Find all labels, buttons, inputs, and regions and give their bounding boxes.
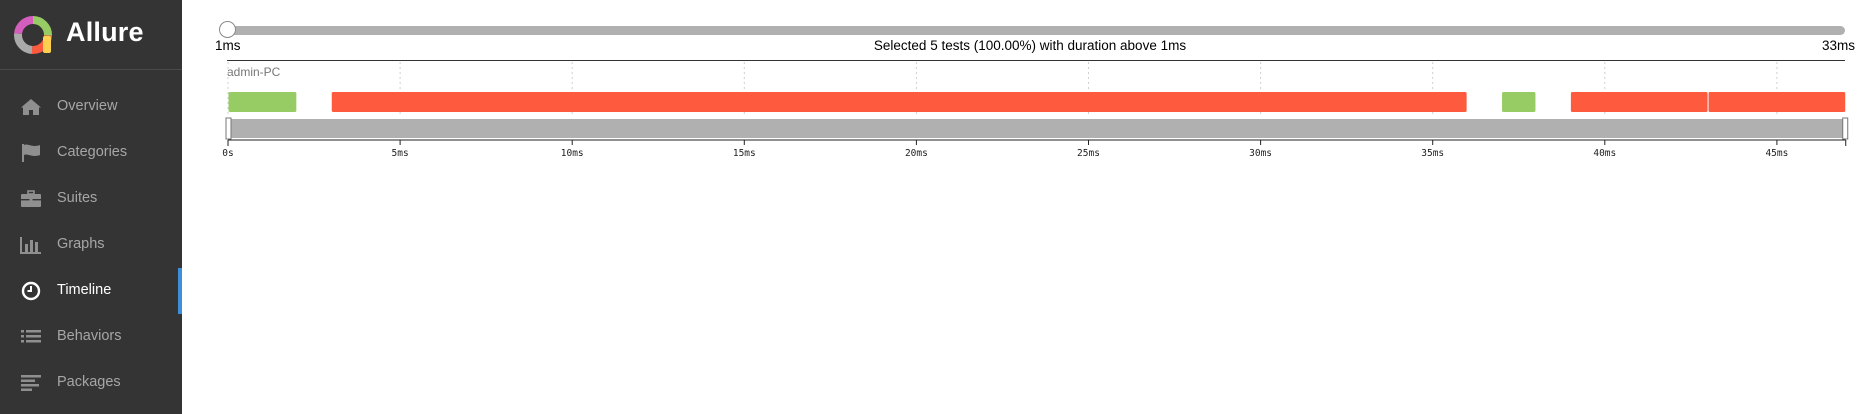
sidebar-item-label: Graphs (57, 236, 105, 252)
flag-icon (19, 143, 43, 163)
sidebar-nav: Overview Categories Suites Graphs Timeli… (0, 84, 182, 406)
host-label: admin-PC (227, 65, 281, 79)
sidebar-item-graphs[interactable]: Graphs (0, 222, 182, 268)
test-bar-failed[interactable] (1708, 92, 1846, 112)
slider-min-label: 1ms (215, 38, 241, 53)
selection-summary: Selected 5 tests (100.00%) with duration… (873, 38, 1187, 53)
slider-max-label: 33ms (1822, 38, 1856, 53)
sidebar-item-label: Suites (57, 190, 98, 206)
sidebar-item-packages[interactable]: Packages (0, 360, 182, 406)
sidebar-item-label: Behaviors (57, 328, 122, 344)
zoom-brush[interactable] (228, 119, 1846, 138)
x-tick-label: 40ms (1593, 148, 1616, 159)
brush-handle-left[interactable] (225, 117, 232, 140)
sidebar-item-overview[interactable]: Overview (0, 84, 182, 130)
sidebar-divider (0, 69, 182, 70)
sidebar-item-suites[interactable]: Suites (0, 176, 182, 222)
align-left-icon (19, 373, 43, 393)
clock-icon (19, 281, 43, 301)
duration-slider-handle[interactable] (219, 21, 236, 38)
host-separator (227, 60, 1845, 61)
x-tick-label: 10ms (561, 148, 584, 159)
sidebar-item-label: Overview (57, 98, 118, 114)
sidebar-item-label: Categories (57, 144, 128, 160)
list-icon (19, 327, 43, 347)
x-tick-label: 5ms (392, 148, 409, 159)
test-bar-passed[interactable] (1502, 92, 1536, 112)
bar-chart-icon (19, 235, 43, 255)
sidebar: Allure Overview Categories Suites Graph (0, 0, 182, 414)
sidebar-item-behaviors[interactable]: Behaviors (0, 314, 182, 360)
x-tick-label: 0s (222, 148, 233, 159)
allure-logo-icon (14, 16, 52, 54)
test-bar-failed[interactable] (1570, 92, 1708, 112)
sidebar-item-timeline[interactable]: Timeline (0, 268, 182, 314)
brand[interactable]: Allure (0, 0, 182, 69)
duration-slider-track[interactable] (227, 26, 1845, 35)
briefcase-icon (19, 189, 43, 209)
x-tick-label: 25ms (1077, 148, 1100, 159)
test-bar-passed[interactable] (228, 92, 297, 112)
x-tick-label: 20ms (905, 148, 928, 159)
sidebar-item-label: Packages (57, 374, 121, 390)
home-icon (19, 97, 43, 117)
sidebar-item-label: Timeline (57, 282, 112, 298)
x-tick-label: 35ms (1421, 148, 1444, 159)
x-tick-label: 45ms (1765, 148, 1788, 159)
brush-handle-right[interactable] (1842, 117, 1849, 140)
x-tick-label: 30ms (1249, 148, 1272, 159)
x-tick-label: 15ms (733, 148, 756, 159)
test-bar-failed[interactable] (331, 92, 1467, 112)
sidebar-item-categories[interactable]: Categories (0, 130, 182, 176)
brand-name: Allure (66, 17, 144, 47)
